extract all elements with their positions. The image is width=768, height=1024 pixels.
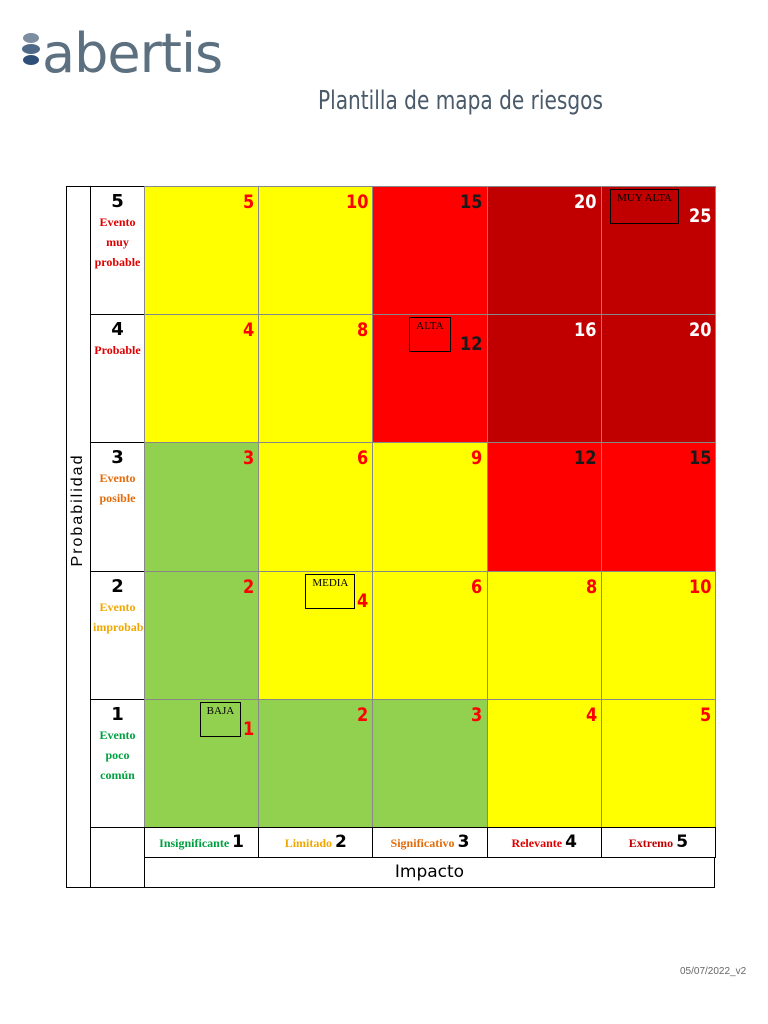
column-label: Significativo [390, 836, 455, 850]
risk-value: 15 [688, 447, 711, 470]
title: Plantilla de mapa de riesgos [318, 86, 603, 116]
column-level: 3 [457, 832, 470, 852]
risk-value: 12 [460, 333, 483, 356]
row-header: 4 Probable [90, 314, 145, 444]
risk-value: 20 [574, 191, 597, 213]
risk-value: 8 [585, 575, 597, 598]
column-label: Insignificante [159, 836, 230, 850]
x-axis-label: Impacto [144, 857, 715, 888]
risk-value: 2 [242, 575, 255, 598]
row-label: Evento improbable [93, 599, 153, 634]
risk-value: 4 [357, 589, 369, 612]
risk-value: 5 [699, 703, 711, 726]
column-header: Limitado 2 [258, 827, 374, 858]
y-axis-label: Probabilidad [69, 453, 86, 567]
column-level: 5 [676, 832, 689, 852]
risk-level-tag: ALTA [409, 317, 451, 353]
risk-cell: 2 [258, 698, 374, 828]
risk-value: 8 [357, 319, 369, 342]
risk-cell: 6 [372, 570, 488, 700]
column-header: Extremo 5 [600, 827, 716, 858]
risk-value: 6 [471, 575, 483, 598]
column-header: Relevante 4 [486, 827, 602, 858]
risk-value: 3 [242, 447, 255, 470]
row-label: Evento posible [99, 471, 136, 506]
risk-value: 16 [574, 319, 597, 342]
risk-cell: 16 [486, 314, 602, 444]
logo: abertis [42, 22, 223, 85]
column-header: Insignificante 1 [144, 827, 260, 858]
risk-cell: 10 [258, 186, 374, 316]
risk-value: 4 [242, 319, 255, 342]
risk-cell: 3 [372, 698, 488, 828]
risk-cell: 5 [600, 698, 716, 828]
risk-cell: 20 [486, 186, 602, 316]
risk-value: 4 [585, 703, 597, 726]
risk-cell: 20 [600, 314, 716, 444]
risk-cell: 8 [258, 314, 374, 444]
risk-cell: 4 [486, 698, 602, 828]
risk-value: 10 [688, 575, 711, 598]
risk-cell: 9 [372, 442, 488, 572]
risk-cell: 10 [600, 570, 716, 700]
risk-cell: 8 [486, 570, 602, 700]
row-label: Evento muy probable [94, 215, 141, 269]
column-label: Limitado [284, 836, 333, 850]
row-level: 1 [111, 703, 124, 725]
risk-value: 25 [688, 205, 711, 227]
risk-value: 15 [460, 191, 483, 213]
row-header: 3 Evento posible [90, 442, 145, 572]
risk-cell: 4 [144, 314, 260, 444]
risk-cell: 5 [144, 186, 260, 316]
version: 05/07/2022_v2 [680, 966, 747, 977]
risk-level-tag: MEDIA [305, 573, 356, 609]
risk-value: 1 [242, 717, 255, 740]
row-level: 3 [111, 447, 124, 469]
row-header: 5 Evento muy probable [90, 186, 145, 316]
risk-value: 6 [357, 447, 369, 470]
risk-level-tag: MUY ALTA [610, 189, 679, 224]
risk-value: 2 [357, 703, 369, 726]
column-header: Significativo 3 [372, 827, 488, 858]
risk-cell: 3 [144, 442, 260, 572]
risk-value: 3 [471, 703, 483, 726]
row-label: Evento poco común [99, 727, 136, 782]
risk-cell: 6 [258, 442, 374, 572]
row-level: 4 [111, 319, 124, 341]
risk-cell: 15 [600, 442, 716, 572]
risk-cell: 15 [372, 186, 488, 316]
risk-cell: 12 ALTA [372, 314, 488, 444]
corner-cell [90, 827, 145, 888]
risk-cell: 1 BAJA [144, 698, 260, 828]
column-level: 1 [232, 832, 245, 852]
risk-value: 10 [345, 191, 369, 213]
risk-cell: 25 MUY ALTA [600, 186, 716, 316]
risk-cell: 4 MEDIA [258, 570, 374, 700]
risk-cell: 2 [144, 570, 260, 700]
column-level: 2 [335, 832, 347, 852]
row-level: 2 [111, 575, 124, 597]
column-level: 4 [565, 832, 577, 852]
logo-icon [22, 33, 40, 65]
risk-value: 20 [688, 319, 711, 342]
column-label: Relevante [511, 836, 563, 850]
risk-value: 9 [471, 447, 483, 470]
column-label: Extremo [628, 836, 674, 850]
risk-value: 5 [242, 191, 255, 213]
row-level: 5 [111, 191, 124, 212]
risk-level-tag: BAJA [199, 701, 242, 737]
risk-cell: 12 [486, 442, 602, 572]
risk-value: 12 [574, 447, 597, 470]
row-header: 1 Evento poco común [90, 698, 145, 828]
row-header: 2 Evento improbable [90, 570, 153, 700]
row-label: Probable [94, 343, 141, 358]
